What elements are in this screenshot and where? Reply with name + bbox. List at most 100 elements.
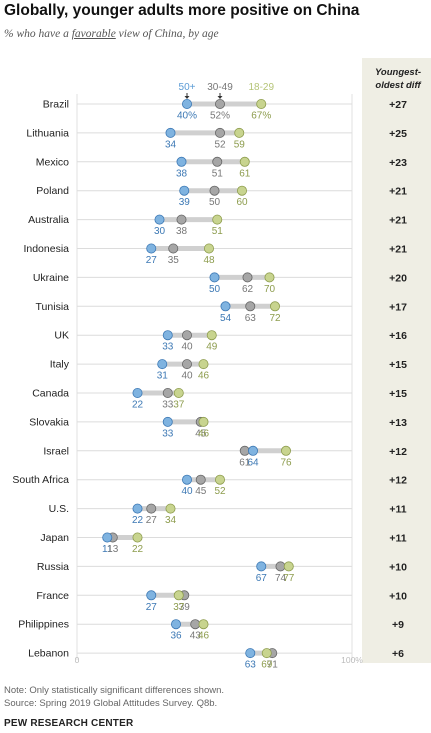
dot-18-29 [132, 532, 143, 543]
diff-column-background [362, 58, 431, 663]
value-label-50-plus: 27 [146, 602, 158, 613]
x-tick-label: 100% [341, 655, 363, 665]
dot-18-29 [198, 416, 209, 427]
country-label: Israel [43, 445, 69, 457]
dot-50-plus [157, 359, 168, 370]
dot-50-plus [165, 127, 176, 138]
value-label-18-29: 52 [214, 486, 226, 497]
diff-value: +17 [389, 301, 407, 313]
country-label: U.S. [49, 503, 69, 515]
value-label-18-29: 49 [206, 342, 218, 353]
dot-50-plus [220, 301, 231, 312]
country-label: Brazil [43, 99, 69, 111]
country-label: France [36, 590, 69, 602]
diff-value: +21 [389, 215, 407, 227]
value-label-18-29: 46 [198, 631, 210, 642]
dot-18-29 [203, 243, 214, 254]
value-label-30-49: 33 [162, 400, 174, 411]
country-label: Lebanon [28, 648, 69, 660]
country-label: Italy [50, 359, 70, 371]
diff-value: +20 [389, 272, 407, 284]
value-label-18-29: 46 [198, 371, 210, 382]
dot-18-29 [264, 272, 275, 283]
country-label: Indonesia [23, 243, 69, 255]
legend-label: 18-29 [248, 82, 274, 93]
value-label-30-49: 61 [239, 457, 251, 468]
value-label-30-49: 27 [146, 515, 158, 526]
dot-18-29 [283, 561, 294, 572]
value-label-30-49: 38 [176, 226, 188, 237]
value-label-30-49: 52 [214, 139, 226, 150]
dot-18-29 [198, 619, 209, 630]
value-label-18-29: 67% [251, 111, 271, 122]
country-label: Australia [28, 214, 69, 226]
dot-18-29 [173, 387, 184, 398]
chart-note: Note: Only statistically significant dif… [4, 684, 224, 710]
dot-18-29 [236, 185, 247, 196]
diff-value: +12 [389, 475, 407, 487]
country-label: Slovakia [29, 416, 69, 428]
value-label-30-49: 50 [209, 197, 221, 208]
value-label-50-plus: 34 [165, 139, 177, 150]
country-label: Ukraine [33, 272, 69, 284]
value-label-18-29: 69 [261, 660, 273, 671]
dot-30-49 [242, 272, 253, 283]
dot-18-29 [280, 445, 291, 456]
dot-18-29 [173, 590, 184, 601]
dot-30-49 [214, 127, 225, 138]
dot-30-49 [168, 243, 179, 254]
value-label-18-29: 34 [165, 515, 177, 526]
dot-50-plus [209, 272, 220, 283]
country-label: Philippines [18, 619, 69, 631]
dot-30-49 [162, 387, 173, 398]
diff-value: +21 [389, 186, 407, 198]
dot-18-29 [239, 156, 250, 167]
chart-title: Globally, younger adults more positive o… [4, 2, 360, 19]
diff-value: +11 [389, 504, 406, 516]
dot-50-plus [162, 416, 173, 427]
value-label-18-29: 76 [280, 457, 292, 468]
value-label-50-plus: 11 [102, 544, 113, 555]
note-text: Note: Only statistically significant dif… [4, 685, 225, 696]
value-label-50-plus: 40% [177, 111, 197, 122]
dot-18-29 [165, 503, 176, 514]
legend-arrowhead [217, 96, 223, 99]
diff-value: +10 [389, 561, 407, 573]
dot-50-plus [176, 156, 187, 167]
value-label-30-49: 74 [275, 573, 287, 584]
dot-50-plus [179, 185, 190, 196]
value-label-50-plus: 30 [154, 226, 166, 237]
value-label-50-plus: 38 [176, 168, 188, 179]
value-label-30-49: 63 [245, 313, 257, 324]
dot-50-plus [154, 214, 165, 225]
diff-value: +13 [389, 417, 407, 429]
value-label-18-29: 61 [239, 168, 251, 179]
dot-30-49 [245, 301, 256, 312]
country-label: Tunisia [36, 301, 70, 313]
dot-50-plus [132, 387, 143, 398]
diff-value: +27 [389, 99, 407, 111]
value-label-50-plus: 36 [170, 631, 182, 642]
value-label-18-29: 46 [198, 428, 210, 439]
country-label: South Africa [12, 474, 69, 486]
legend-label: 30-49 [207, 82, 233, 93]
diff-value: +6 [392, 648, 404, 660]
value-label-30-49: 43 [190, 631, 202, 642]
dot-18-29 [261, 648, 272, 659]
value-label-18-29: 60 [236, 197, 248, 208]
diff-value: +21 [389, 244, 407, 256]
subtitle-emphasis: favorable [71, 28, 116, 40]
value-label-50-plus: 27 [146, 255, 158, 266]
dot-30-49 [239, 445, 250, 456]
country-label: Lithuania [26, 127, 69, 139]
value-label-18-29: 37 [173, 400, 185, 411]
brand-label: PEW RESEARCH CENTER [4, 718, 134, 729]
value-label-50-plus: 22 [132, 515, 144, 526]
dot-50-plus [162, 330, 173, 341]
value-label-18-29: 37 [173, 602, 185, 613]
value-label-50-plus: 64 [247, 457, 259, 468]
value-label-50-plus: 54 [220, 313, 232, 324]
value-label-18-29: 22 [132, 544, 144, 555]
value-label-18-29: 51 [212, 226, 224, 237]
